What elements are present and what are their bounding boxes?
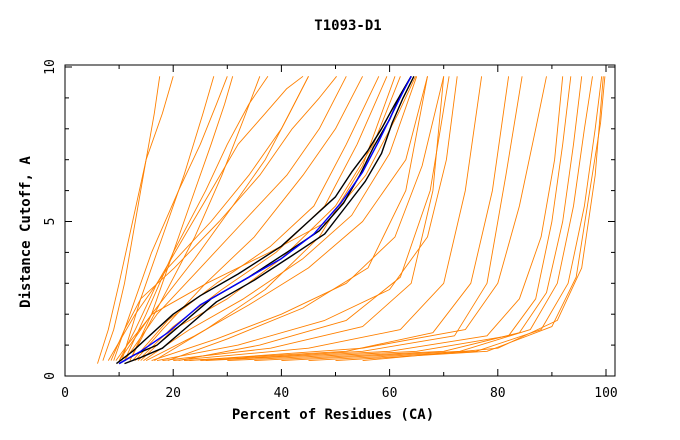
- x-axis-label: Percent of Residues (CA): [232, 407, 434, 423]
- y-axis-label: Distance Cutoff, A: [18, 156, 34, 308]
- model-series-line-10: [151, 76, 445, 362]
- model-series-line-7: [134, 76, 363, 361]
- model-series-line-32: [308, 76, 603, 362]
- model-series-line-13: [173, 76, 483, 362]
- y-axis: 0 5 10: [43, 59, 615, 380]
- model-series-line-33: [335, 76, 606, 362]
- x-tick-label-1: 20: [165, 386, 181, 401]
- model-series-line-30: [254, 76, 583, 362]
- model-series-line-5: [129, 76, 234, 361]
- x-tick-label-2: 40: [274, 386, 290, 401]
- model-series-line-29: [227, 76, 572, 362]
- model-series-line-26: [129, 76, 261, 361]
- highlight-series-line-39: [118, 75, 412, 365]
- x-tick-label-4: 80: [490, 386, 506, 401]
- model-series-line-11: [156, 76, 458, 362]
- model-series-line-22: [167, 76, 428, 362]
- y-tick-label-0: 0: [43, 372, 58, 380]
- model-series-line-24: [137, 76, 388, 361]
- highlight-series-line-38: [124, 75, 415, 365]
- model-series-line-20: [124, 76, 347, 361]
- model-series-line-3: [102, 76, 161, 361]
- model-series-line-14: [183, 76, 510, 362]
- model-series-line-28: [205, 76, 564, 362]
- model-series-line-1: [110, 76, 337, 361]
- model-series-line-25: [118, 76, 309, 361]
- plot-area: [97, 75, 606, 365]
- plot-frame: [64, 64, 616, 377]
- model-series-line-0: [115, 76, 417, 361]
- chart-title: T1093-D1: [314, 18, 381, 34]
- model-series-line-15: [200, 76, 523, 362]
- model-series-line-34: [189, 76, 547, 362]
- x-tick-label-0: 0: [61, 386, 69, 401]
- highlight-series-line-36: [115, 75, 412, 365]
- model-series-line-21: [143, 76, 418, 361]
- model-series-line-2: [118, 75, 304, 361]
- model-series-line-17: [121, 76, 215, 361]
- model-series-line-35: [362, 76, 604, 362]
- model-series-line-4: [97, 76, 174, 364]
- x-tick-label-3: 60: [382, 386, 398, 401]
- x-tick-label-5: 100: [594, 386, 617, 401]
- y-tick-label-2: 10: [43, 59, 58, 75]
- model-series-line-23: [178, 76, 450, 362]
- model-series-line-19: [132, 76, 380, 361]
- model-series-line-12: [162, 76, 445, 362]
- y-tick-label-1: 5: [43, 218, 58, 226]
- x-axis: 0 20 40 60 80 100: [61, 65, 618, 401]
